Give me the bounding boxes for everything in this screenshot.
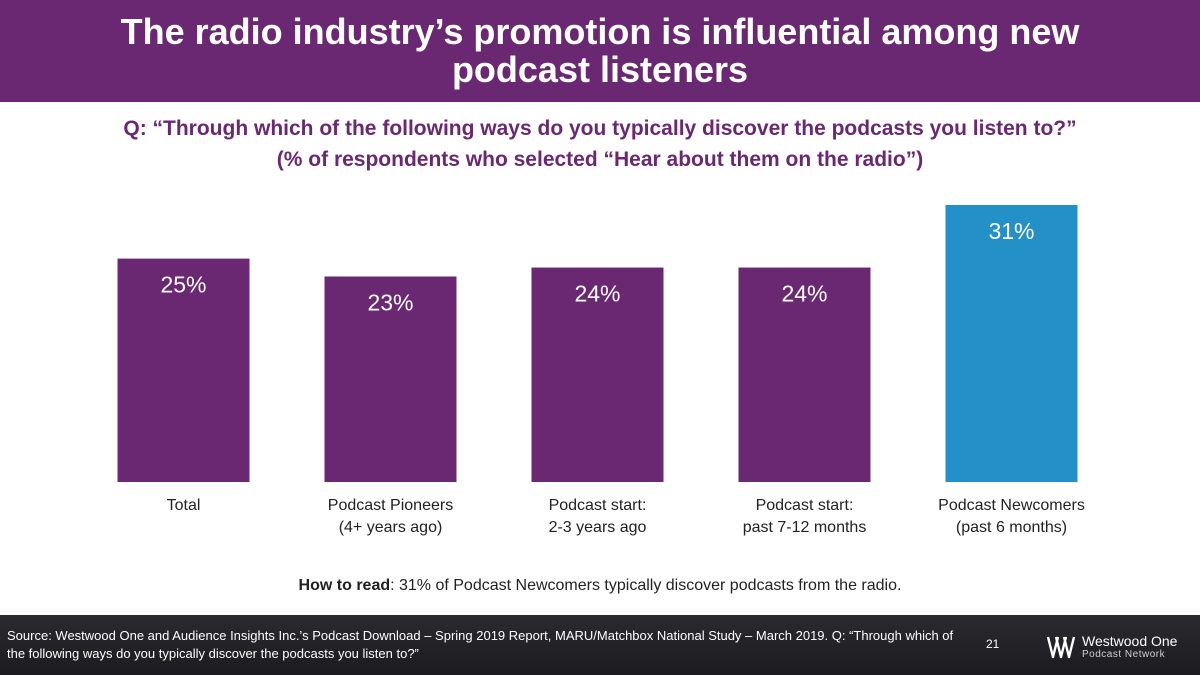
bar-2 [531,267,664,482]
question-text: Q: “Through which of the following ways … [123,117,1077,140]
category-label-1-1: (4+ years ago) [339,519,443,536]
bar-3 [738,267,871,482]
bar-value-label-3: 24% [781,281,827,307]
category-label-3-1: past 7-12 months [743,519,867,536]
category-label-3-0: Podcast start: [756,497,854,514]
page-title: The radio industry’s promotion is influe… [120,11,1080,90]
page-number: 21 [986,637,1000,651]
source-note: Source: Westwood One and Audience Insigh… [7,628,954,661]
bar-value-label-1: 23% [367,289,413,315]
logo-name: Westwood One [1082,633,1178,649]
bar-value-label-4: 31% [988,218,1034,244]
bar-value-label-2: 24% [574,281,620,307]
footer: Source: Westwood One and Audience Insigh… [0,615,1200,675]
category-label-4-1: (past 6 months) [956,519,1067,536]
waveform-logo-icon [1046,636,1076,659]
bar-4 [945,205,1078,482]
how-to-read-label: How to read [298,577,391,594]
logo-subtitle: Podcast Network [1082,649,1166,660]
category-label-4-0: Podcast Newcomers [938,497,1085,514]
bar-chart: 25% Total 23% Podcast Pioneers (4+ years ago… [117,205,1085,536]
category-label-0-0: Total [167,497,201,514]
question-subtext: (% of respondents who selected “Hear abo… [276,148,924,171]
bar-0 [117,258,250,482]
category-label-2-0: Podcast start: [549,497,647,514]
how-to-read: How to read: 31% of Podcast Newcomers ty… [0,577,1200,595]
question-block: Q: “Through which of the following ways … [0,113,1200,175]
title-banner: The radio industry’s promotion is influe… [0,0,1200,102]
bar-value-label-0: 25% [160,272,206,298]
westwood-one-logo: Westwood One Podcast Network [1046,633,1186,663]
bar-1 [324,276,457,482]
how-to-read-text: : 31% of Podcast Newcomers typically dis… [390,577,902,594]
category-label-2-1: 2-3 years ago [549,519,647,536]
category-label-1-0: Podcast Pioneers [328,497,453,514]
